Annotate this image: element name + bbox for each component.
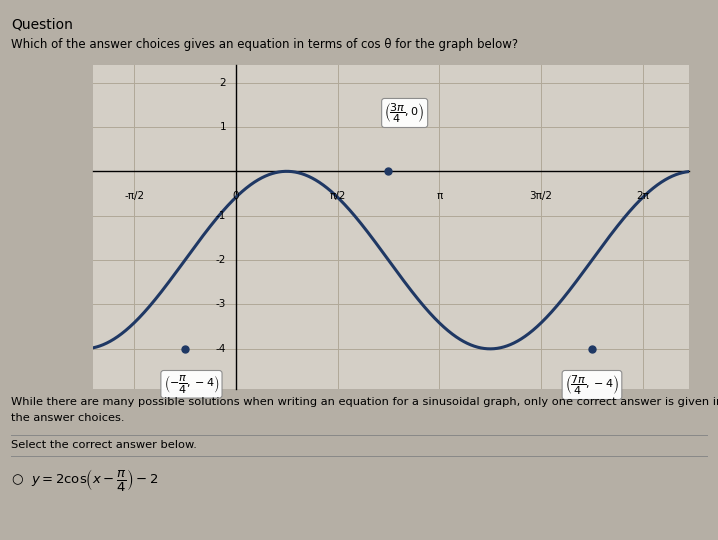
Text: 1: 1 — [220, 122, 226, 132]
Text: Select the correct answer below.: Select the correct answer below. — [11, 440, 197, 450]
Text: While there are many possible solutions when writing an equation for a sinusoida: While there are many possible solutions … — [11, 397, 718, 407]
Text: $\left(\dfrac{7\pi}{4},-4\right)$: $\left(\dfrac{7\pi}{4},-4\right)$ — [565, 373, 619, 397]
Text: -1: -1 — [215, 211, 226, 221]
Text: -3: -3 — [215, 300, 226, 309]
Text: -2: -2 — [215, 255, 226, 265]
Text: Which of the answer choices gives an equation in terms of cos θ for the graph be: Which of the answer choices gives an equ… — [11, 38, 518, 51]
Text: $\left(-\dfrac{\pi}{4},-4\right)$: $\left(-\dfrac{\pi}{4},-4\right)$ — [164, 373, 219, 395]
Text: the answer choices.: the answer choices. — [11, 413, 124, 423]
Text: 2π: 2π — [636, 191, 649, 201]
Text: π/2: π/2 — [330, 191, 346, 201]
Text: 3π/2: 3π/2 — [530, 191, 553, 201]
Text: 2: 2 — [220, 78, 226, 87]
Text: -4: -4 — [215, 344, 226, 354]
Text: $\bigcirc\ \ y=2\cos\!\left(x-\dfrac{\pi}{4}\right)-2$: $\bigcirc\ \ y=2\cos\!\left(x-\dfrac{\pi… — [11, 467, 158, 493]
Text: 0: 0 — [233, 191, 239, 201]
Text: $\left(\dfrac{3\pi}{4},0\right)$: $\left(\dfrac{3\pi}{4},0\right)$ — [384, 101, 425, 125]
Text: -π/2: -π/2 — [124, 191, 144, 201]
Text: Question: Question — [11, 17, 73, 31]
Text: π: π — [437, 191, 442, 201]
